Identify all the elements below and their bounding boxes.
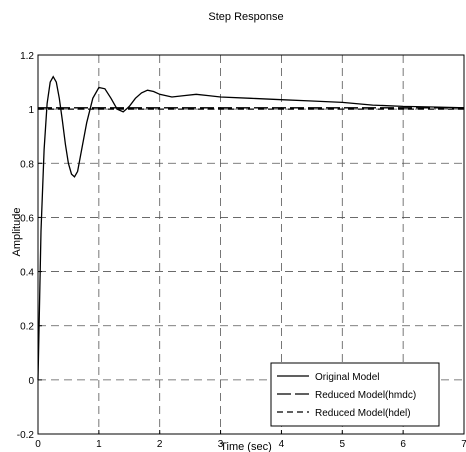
x-tick-label: 3 [218,439,224,450]
legend-label: Reduced Model(hdel) [315,408,411,419]
y-tick-label: 0.6 [20,213,34,224]
legend-label: Reduced Model(hmdc) [315,390,416,401]
series-layer [37,75,465,380]
x-tick-label: 6 [400,439,406,450]
y-tick-label: 1 [28,105,34,116]
x-tick-label: 0 [35,439,41,450]
x-tick-label: 7 [461,439,466,450]
series-line-0 [37,75,465,380]
legend: Original Model Reduced Model(hmdc) Reduced… [270,362,440,427]
y-tick-label: 0.2 [20,322,34,333]
plot-frame [37,54,465,435]
x-tick-label: 4 [279,439,285,450]
axis-ticks: 0 1 2 3 4 5 6 7-0.200.20.40.60.811.2 [17,51,466,450]
y-tick-label: 0 [28,376,34,387]
y-tick-label: 0.8 [20,159,34,170]
x-tick-label: 5 [340,439,346,450]
y-tick-label: 1.2 [20,51,34,62]
y-axis-label: Amplitude [11,208,23,257]
y-tick-label: -0.2 [17,430,35,441]
y-tick-label: 0.4 [20,268,34,279]
legend-label: Original Model [315,372,379,383]
chart-title: Step Response [208,11,283,23]
x-tick-label: 2 [157,439,163,450]
x-tick-label: 1 [96,439,102,450]
x-axis-label: Time (sec) [220,441,272,452]
